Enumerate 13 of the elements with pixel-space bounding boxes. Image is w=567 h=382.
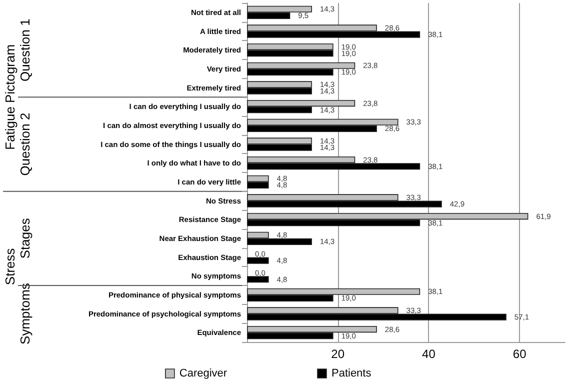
- text: Fatigue Pictogram: [2, 44, 18, 150]
- text: Stress: [2, 248, 18, 286]
- x-tick-label: 40: [422, 347, 436, 361]
- bar: [247, 276, 269, 283]
- legend-label: Patients: [331, 368, 372, 380]
- x-tick-label: 60: [512, 347, 527, 361]
- legend-label: Caregiver: [179, 368, 228, 380]
- text: Stages: [18, 218, 32, 259]
- text: Question 2: [18, 112, 32, 176]
- text: Question 1: [18, 18, 32, 82]
- text: Symptoms: [18, 282, 32, 344]
- x-tick-label: 20: [331, 347, 345, 361]
- bar: [247, 257, 269, 264]
